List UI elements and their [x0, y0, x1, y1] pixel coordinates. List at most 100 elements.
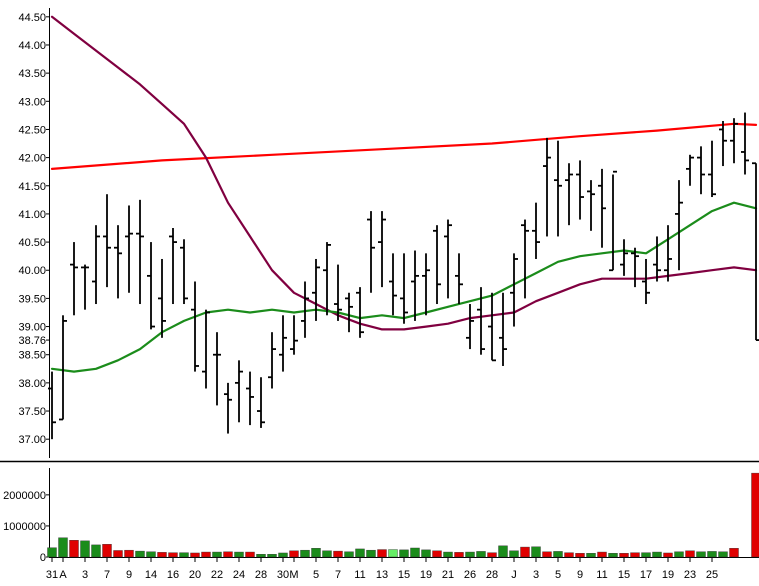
volume-bar — [476, 551, 486, 558]
volume-bar — [498, 545, 508, 558]
ohlc-bar — [444, 219, 452, 299]
ohlc-bar — [488, 292, 496, 362]
ohlc-bar — [719, 121, 727, 167]
volume-bar — [465, 551, 475, 558]
ohlc-bar — [378, 211, 386, 288]
date-tick-label: 13 — [376, 569, 388, 581]
overlay-line-1 — [50, 15, 758, 331]
ohlc-bar — [466, 304, 474, 350]
ohlc-bar — [532, 202, 540, 259]
date-tick-label: 11 — [596, 569, 607, 581]
date-tick-label: 26 — [464, 569, 476, 581]
volume-bar — [531, 546, 541, 558]
ohlc-bar — [411, 250, 419, 321]
date-tick-label: 3 — [533, 569, 539, 581]
date-tick-label: 5 — [313, 569, 319, 581]
ohlc-bar — [246, 371, 254, 426]
ohlc-bar — [576, 160, 584, 220]
volume-bar — [575, 553, 585, 558]
volume-bar — [619, 553, 629, 558]
price-tick-label: 39.50 — [18, 293, 46, 305]
price-tick-label: 37.00 — [18, 434, 46, 446]
ohlc-bar — [290, 315, 298, 355]
date-tick-label: 22 — [211, 569, 223, 581]
date-tick-label: 9 — [126, 569, 132, 581]
volume-bar — [47, 547, 57, 558]
date-tick-label: 21 — [442, 569, 454, 581]
volume-bar — [509, 550, 519, 558]
volume-bar — [443, 551, 453, 558]
volume-bar — [630, 552, 640, 558]
date-tick-label: 28 — [486, 569, 498, 581]
date-tick-label: A — [59, 569, 67, 581]
ohlc-bar — [400, 253, 408, 324]
ohlc-bar — [708, 140, 716, 198]
ohlc-bar — [125, 205, 133, 293]
volume-tick-label: 1000000 — [3, 521, 46, 533]
price-tick-label: 43.00 — [18, 96, 46, 108]
overlay-line-0 — [50, 122, 758, 170]
volume-bar — [432, 550, 442, 558]
volume-bar — [322, 550, 332, 558]
volume-bar — [223, 551, 233, 558]
ohlc-bar — [433, 225, 441, 305]
date-tick-label: M — [289, 569, 298, 581]
volume-bar — [586, 553, 596, 558]
volume-tick-label: 2000000 — [3, 490, 46, 502]
date-tick-label: 15 — [618, 569, 630, 581]
ohlc-bar — [752, 162, 759, 341]
price-panel: 44.50 44.00 43.50 43.00 42.50 42.00 41.50 41.00… — [18, 8, 759, 458]
date-axis: 31 A 3 7 9 14 16 20 22 24 28 30 M 5 7 11 13 15 19 21 26 28 J 3 5… — [46, 558, 718, 581]
ohlc-bar — [92, 225, 100, 305]
volume-bar — [289, 550, 299, 558]
volume-bar — [410, 547, 420, 558]
volume-bar — [80, 540, 90, 558]
date-tick-label: 19 — [662, 569, 674, 581]
volume-bar — [278, 552, 288, 558]
volume-bar — [355, 548, 365, 558]
ohlc-bar — [554, 140, 562, 237]
ohlc-bar — [191, 281, 199, 372]
price-tick-label: 41.00 — [18, 209, 46, 221]
ohlc-bar — [697, 146, 705, 195]
ohlc-bar — [356, 287, 364, 338]
ohlc-bar — [202, 309, 210, 389]
ohlc-bar — [664, 225, 672, 282]
ohlc-bar — [620, 239, 628, 276]
volume-bar — [652, 551, 662, 558]
ohlc-bar — [224, 382, 232, 434]
volume-bar — [641, 552, 651, 558]
volume-bar — [179, 552, 189, 558]
ohlc-bar — [653, 236, 661, 282]
date-tick-label: 15 — [398, 569, 410, 581]
ohlc-bar — [642, 258, 650, 305]
ohlc-bar — [103, 194, 111, 288]
price-tick-label: 40.50 — [18, 237, 46, 249]
volume-bar — [487, 552, 497, 558]
volume-bar — [388, 549, 398, 558]
volume-bar — [553, 551, 563, 558]
ohlc-bar — [213, 332, 221, 406]
price-axis: 44.50 44.00 43.50 43.00 42.50 42.00 41.50 41.00… — [18, 12, 50, 446]
ohlc-bar — [81, 264, 89, 310]
ohlc-bar — [345, 292, 353, 333]
volume-bar — [256, 554, 266, 558]
ohlc-bar — [587, 180, 595, 231]
ohlc-bar — [686, 154, 694, 186]
volume-bar — [751, 472, 759, 558]
price-tick-label: 41.50 — [18, 181, 46, 193]
volume-bar — [190, 552, 200, 558]
volume-bar — [212, 551, 222, 558]
date-tick-label: 17 — [640, 569, 652, 581]
ohlc-bar — [279, 315, 287, 372]
date-tick-label: 7 — [104, 569, 110, 581]
volume-bar — [91, 544, 101, 558]
date-tick-label: 19 — [420, 569, 432, 581]
volume-bar — [674, 551, 684, 558]
ohlc-bar — [158, 258, 166, 338]
ohlc-bar — [59, 315, 67, 421]
ohlc-bar — [477, 287, 485, 355]
volume-bar — [344, 551, 354, 558]
ohlc-bar — [235, 360, 243, 423]
